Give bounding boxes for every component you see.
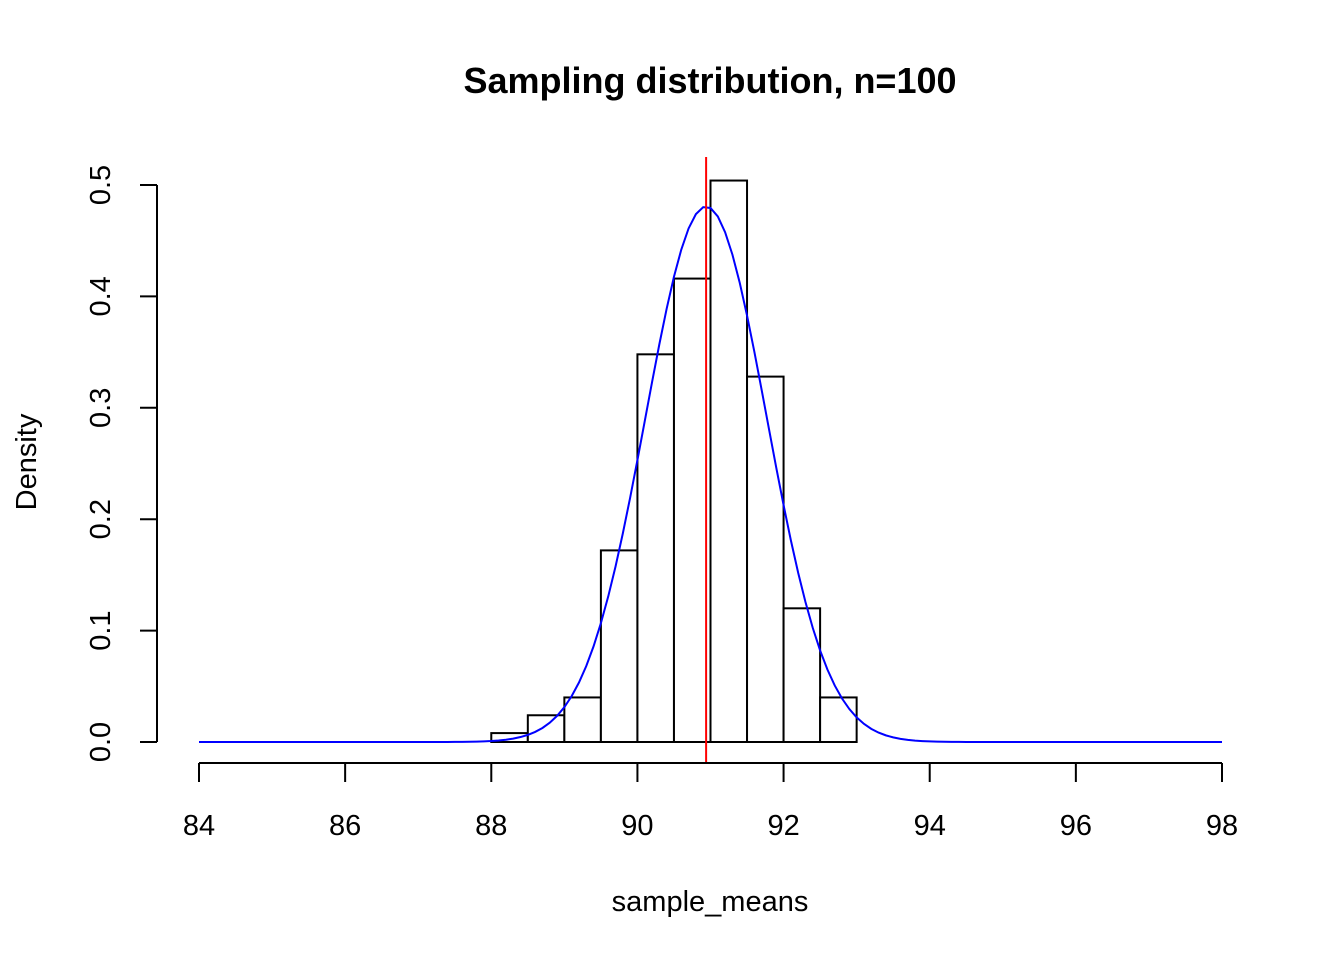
y-tick-label: 0.2 — [85, 499, 117, 539]
histogram-bar-5 — [672, 277, 712, 743]
x-axis-label: sample_means — [612, 886, 809, 918]
x-tick-label: 92 — [767, 810, 799, 842]
x-tick-label: 96 — [1060, 810, 1092, 842]
histogram-bar-6 — [709, 179, 749, 743]
x-tick-label: 98 — [1206, 810, 1238, 842]
y-tick-label: 0.1 — [85, 610, 117, 650]
x-axis: 84 86 88 90 92 94 96 98 — [183, 762, 1238, 842]
y-tick-label: 0.3 — [85, 388, 117, 428]
y-axis: 0.0 0.1 0.2 0.3 0.4 0.5 — [85, 165, 158, 762]
histogram-bar-8 — [782, 607, 822, 743]
histogram-bar-1 — [526, 714, 566, 743]
x-tick-label: 94 — [914, 810, 946, 842]
y-tick-label: 0.4 — [85, 276, 117, 316]
x-tick-label: 84 — [183, 810, 215, 842]
x-tick-label: 88 — [475, 810, 507, 842]
histogram-bar-3 — [599, 549, 639, 744]
y-axis-label: Density — [11, 413, 43, 510]
histogram-bar-9 — [819, 696, 858, 744]
histogram-bar-7 — [746, 375, 785, 743]
histogram-bar-4 — [636, 353, 675, 743]
chart-title: Sampling distribution, n=100 — [463, 60, 956, 101]
histogram-bar-2 — [563, 696, 602, 744]
x-tick-label: 90 — [621, 810, 653, 842]
normal-density-curve — [199, 206, 1222, 743]
y-tick-label: 0.5 — [85, 165, 117, 205]
x-tick-label: 86 — [329, 810, 361, 842]
y-tick-label: 0.0 — [85, 722, 117, 762]
histogram-bars — [490, 179, 858, 744]
